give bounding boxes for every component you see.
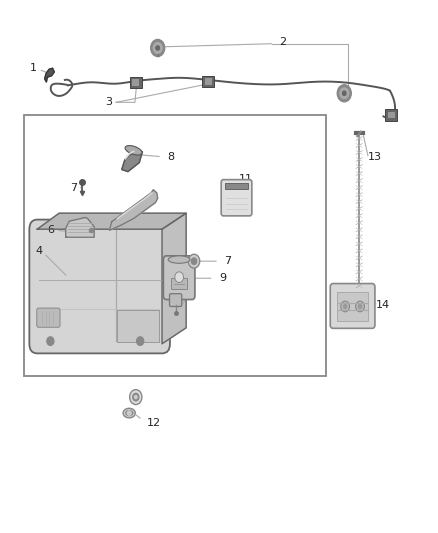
Bar xyxy=(130,77,142,88)
Circle shape xyxy=(343,91,346,95)
Bar xyxy=(202,76,214,87)
Text: 2: 2 xyxy=(279,37,286,46)
Bar xyxy=(171,278,187,289)
Circle shape xyxy=(358,304,362,309)
Text: 7: 7 xyxy=(224,256,231,266)
Circle shape xyxy=(341,301,350,312)
Bar xyxy=(337,292,368,321)
Circle shape xyxy=(153,43,162,53)
Circle shape xyxy=(127,411,131,415)
Polygon shape xyxy=(45,68,54,82)
Ellipse shape xyxy=(168,256,190,263)
FancyBboxPatch shape xyxy=(330,284,375,328)
Bar xyxy=(117,310,159,342)
Circle shape xyxy=(337,85,351,102)
FancyBboxPatch shape xyxy=(221,180,252,216)
Circle shape xyxy=(191,258,197,264)
Text: 3: 3 xyxy=(105,98,112,107)
Circle shape xyxy=(188,254,200,268)
Circle shape xyxy=(130,390,142,405)
FancyBboxPatch shape xyxy=(170,294,182,306)
Circle shape xyxy=(47,337,54,345)
Circle shape xyxy=(151,39,165,56)
Ellipse shape xyxy=(126,410,133,416)
Text: 13: 13 xyxy=(368,152,382,162)
FancyBboxPatch shape xyxy=(163,256,195,300)
Circle shape xyxy=(175,272,184,282)
FancyBboxPatch shape xyxy=(37,308,60,327)
Circle shape xyxy=(340,88,349,99)
Text: 14: 14 xyxy=(376,300,390,310)
Polygon shape xyxy=(162,213,186,344)
Text: 8: 8 xyxy=(167,152,174,161)
Text: 7: 7 xyxy=(70,183,77,192)
Bar xyxy=(225,183,248,189)
Bar xyxy=(132,79,139,86)
Text: 4: 4 xyxy=(35,246,42,255)
Ellipse shape xyxy=(125,146,142,155)
Bar xyxy=(24,115,326,376)
Polygon shape xyxy=(66,217,94,237)
Text: 11: 11 xyxy=(239,174,253,183)
Circle shape xyxy=(156,46,159,50)
Circle shape xyxy=(133,393,139,401)
Bar xyxy=(388,112,395,118)
Polygon shape xyxy=(37,213,186,229)
Text: 10: 10 xyxy=(183,293,196,302)
Circle shape xyxy=(356,301,364,312)
FancyBboxPatch shape xyxy=(29,220,170,353)
Text: 6: 6 xyxy=(47,225,54,235)
Text: 9: 9 xyxy=(219,273,226,283)
Circle shape xyxy=(134,395,137,399)
Circle shape xyxy=(343,304,347,309)
Text: 12: 12 xyxy=(147,418,161,427)
Polygon shape xyxy=(110,190,158,230)
Ellipse shape xyxy=(123,408,135,418)
Text: 1: 1 xyxy=(29,63,36,73)
Bar xyxy=(205,78,212,85)
Polygon shape xyxy=(122,149,142,172)
Circle shape xyxy=(137,337,144,345)
Bar xyxy=(385,109,397,121)
